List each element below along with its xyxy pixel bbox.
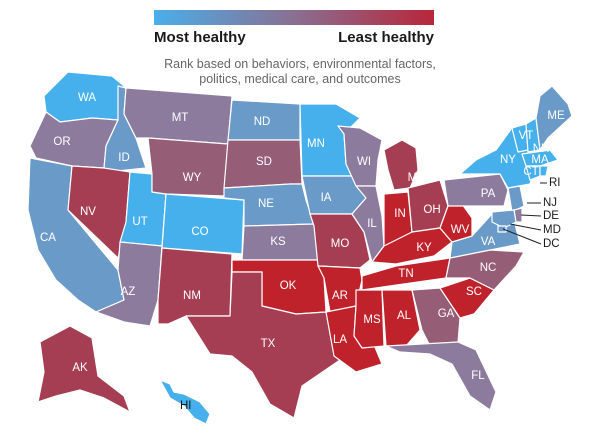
state-label-or: OR [53, 136, 70, 148]
state-label-de: DE [543, 210, 559, 222]
state-fl [385, 341, 497, 411]
state-label-me: ME [547, 110, 565, 122]
state-mi [383, 139, 419, 191]
subtitle-line-2: politics, medical care, and outcomes [199, 72, 401, 86]
state-label-sd: SD [256, 156, 272, 168]
state-label-fl: FL [471, 370, 485, 382]
legend-gradient-bar [154, 10, 434, 25]
state-label-wa: WA [78, 92, 96, 104]
state-label-mi: MI [408, 172, 421, 184]
state-nm [157, 247, 233, 325]
state-label-id: ID [118, 152, 130, 164]
state-label-wi: WI [357, 156, 371, 168]
state-ak [37, 325, 131, 413]
state-label-ky: KY [416, 242, 432, 254]
state-ri [539, 165, 549, 177]
state-me [535, 85, 573, 151]
state-al [381, 289, 421, 347]
state-hi [159, 379, 211, 425]
state-label-nj: NJ [543, 197, 557, 209]
state-label-mo: MO [331, 238, 350, 250]
leader-line-de [520, 214, 542, 217]
state-label-dc: DC [543, 238, 560, 250]
state-label-nv: NV [80, 206, 96, 218]
state-label-sc: SC [466, 286, 482, 298]
legend-least-healthy-label: Least healthy [338, 29, 434, 46]
state-label-tx: TX [261, 338, 276, 350]
state-label-nc: NC [480, 262, 497, 274]
state-label-ct: CT [523, 166, 538, 178]
state-label-mt: MT [172, 112, 189, 124]
leader-line-dc [502, 228, 542, 245]
state-sc [439, 277, 495, 319]
state-label-ks: KS [270, 236, 286, 248]
state-md [491, 209, 517, 229]
state-label-nm: NM [183, 290, 201, 302]
state-label-pa: PA [481, 188, 496, 200]
state-label-ri: RI [549, 177, 561, 189]
state-label-ma: MA [531, 154, 549, 166]
state-label-co: CO [191, 226, 208, 238]
state-label-ar: AR [332, 290, 348, 302]
state-co [161, 193, 245, 255]
state-label-wv: WV [451, 224, 470, 236]
state-label-ny: NY [500, 154, 516, 166]
state-label-nd: ND [254, 116, 271, 128]
state-label-az: AZ [121, 286, 136, 298]
state-label-mn: MN [307, 138, 325, 150]
state-tx [185, 271, 341, 419]
state-label-wy: WY [183, 172, 202, 184]
state-label-in: IN [394, 208, 406, 220]
state-label-vt: VT [519, 130, 534, 142]
map-subtitle: Rank based on behaviors, environmental f… [100, 57, 500, 87]
legend-most-healthy-label: Most healthy [154, 29, 246, 46]
state-label-oh: OH [423, 204, 440, 216]
state-dc [497, 225, 507, 233]
state-label-al: AL [397, 310, 412, 322]
state-ma [521, 149, 559, 167]
subtitle-line-1: Rank based on behaviors, environmental f… [164, 57, 436, 71]
state-label-ia: IA [321, 192, 332, 204]
state-pa [443, 173, 509, 207]
state-label-il: IL [367, 218, 377, 230]
state-label-va: VA [481, 236, 496, 248]
state-wy [147, 137, 229, 197]
state-label-ne: NE [258, 198, 274, 210]
leader-line-md [509, 223, 542, 231]
state-label-ak: AK [72, 362, 88, 374]
state-label-ok: OK [280, 280, 297, 292]
state-label-ga: GA [438, 308, 455, 320]
state-nj [507, 185, 525, 213]
state-label-md: MD [543, 224, 561, 236]
state-label-ca: CA [40, 232, 56, 244]
state-label-la: LA [333, 334, 347, 346]
state-label-ms: MS [363, 314, 381, 326]
state-label-tn: TN [398, 268, 413, 280]
state-label-ut: UT [132, 216, 147, 228]
state-label-nh: NH [533, 143, 550, 155]
state-label-hi: HI [180, 400, 192, 412]
